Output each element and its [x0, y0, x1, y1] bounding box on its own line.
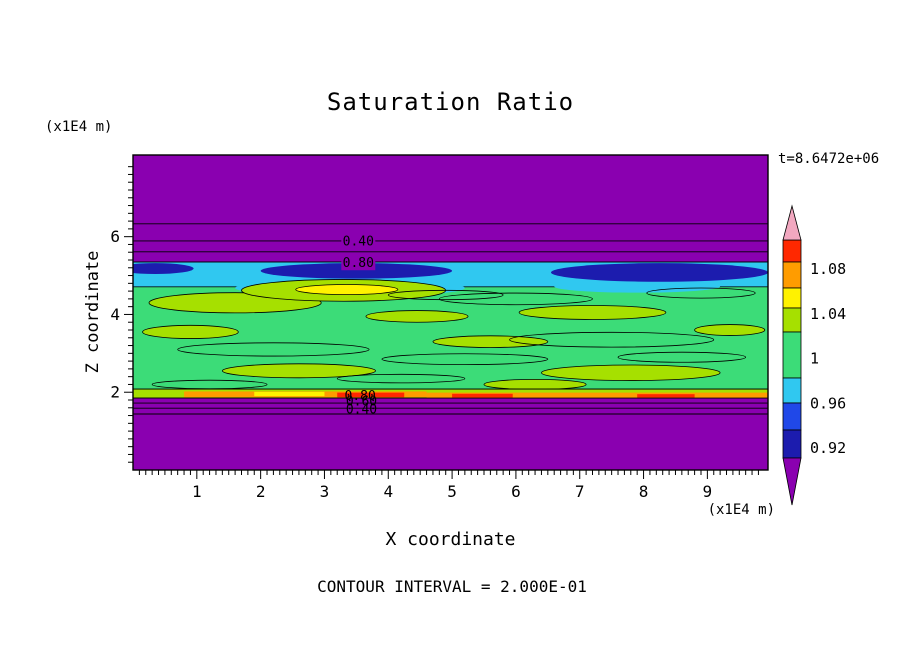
contour-region — [426, 392, 768, 399]
contour-blob — [295, 284, 399, 296]
contour-blob — [365, 310, 469, 323]
colorbar-segment — [782, 307, 802, 333]
contour-level-label: 0.80 — [343, 256, 374, 271]
contour-level-label: 0.80 — [345, 389, 376, 404]
contour-level-label: 0.60 — [346, 395, 377, 410]
contour-blob — [694, 324, 766, 336]
colorbar-segment — [782, 239, 802, 263]
contour-field: 0.400.800.800.600.40 — [133, 155, 768, 470]
contour-level-label: 0.40 — [346, 402, 377, 417]
contour-region — [452, 393, 513, 398]
contour-blob — [221, 363, 376, 379]
time-annotation: t=8.6472e+06 — [778, 151, 880, 167]
colorbar-segment — [782, 377, 802, 404]
x-tick-label: 3 — [320, 482, 330, 501]
contour-blob — [133, 263, 194, 274]
contour-blob — [518, 305, 667, 320]
contour-blob — [177, 342, 370, 357]
y-tick-label: 4 — [110, 305, 120, 324]
x-tick-label: 8 — [639, 482, 649, 501]
x-tick-label: 2 — [256, 482, 266, 501]
contour-blob — [142, 324, 239, 339]
contour-blob — [381, 353, 549, 366]
colorbar-tick-label: 0.96 — [810, 394, 846, 412]
x-tick-label: 7 — [575, 482, 585, 501]
colorbar-tick-label: 1 — [810, 350, 819, 368]
colorbar-tick-label: 1.08 — [810, 260, 846, 278]
contour-blob — [541, 364, 721, 381]
contour-blob — [483, 378, 587, 390]
contour-blob — [438, 292, 593, 306]
contour-region — [637, 394, 695, 398]
y-axis-unit-label: (x1E4 m) — [45, 119, 113, 135]
contour-blob — [617, 351, 747, 363]
colorbar-segment — [782, 402, 802, 431]
colorbar-over-arrow — [782, 204, 802, 241]
colorbar-tick-label: 1.04 — [810, 305, 846, 323]
colorbar-segment — [782, 331, 802, 379]
x-tick-label: 1 — [192, 482, 202, 501]
contour-level-label: 0.40 — [343, 234, 374, 249]
contour-blob — [260, 263, 453, 279]
colorbar-tick-label: 0.92 — [810, 439, 846, 457]
colorbar-segment — [782, 287, 802, 309]
y-tick-label: 6 — [110, 227, 120, 246]
contour-blob — [432, 335, 549, 348]
x-axis-unit-label: (x1E4 m) — [707, 502, 775, 518]
contour-blob — [509, 331, 715, 348]
contour-blob — [554, 280, 721, 293]
x-tick-label: 5 — [447, 482, 457, 501]
plot-border — [132, 154, 769, 471]
contour-interval-label: CONTOUR INTERVAL = 2.000E-01 — [317, 577, 587, 596]
contour-blob — [551, 263, 768, 282]
colorbar-segment — [782, 429, 802, 459]
contour-blob — [336, 373, 466, 384]
x-tick-label: 4 — [383, 482, 393, 501]
contour-blob — [646, 287, 756, 299]
contour-region — [337, 392, 405, 398]
chart-title: Saturation Ratio — [326, 88, 575, 116]
contour-blob — [387, 289, 504, 301]
x-tick-label: 9 — [703, 482, 713, 501]
colorbar-segment — [782, 261, 802, 289]
x-tick-label: 6 — [511, 482, 521, 501]
contour-region — [254, 391, 325, 397]
x-axis-label: X coordinate — [385, 529, 516, 550]
colorbar-under-arrow — [782, 457, 802, 506]
y-tick-label: 2 — [110, 383, 120, 402]
